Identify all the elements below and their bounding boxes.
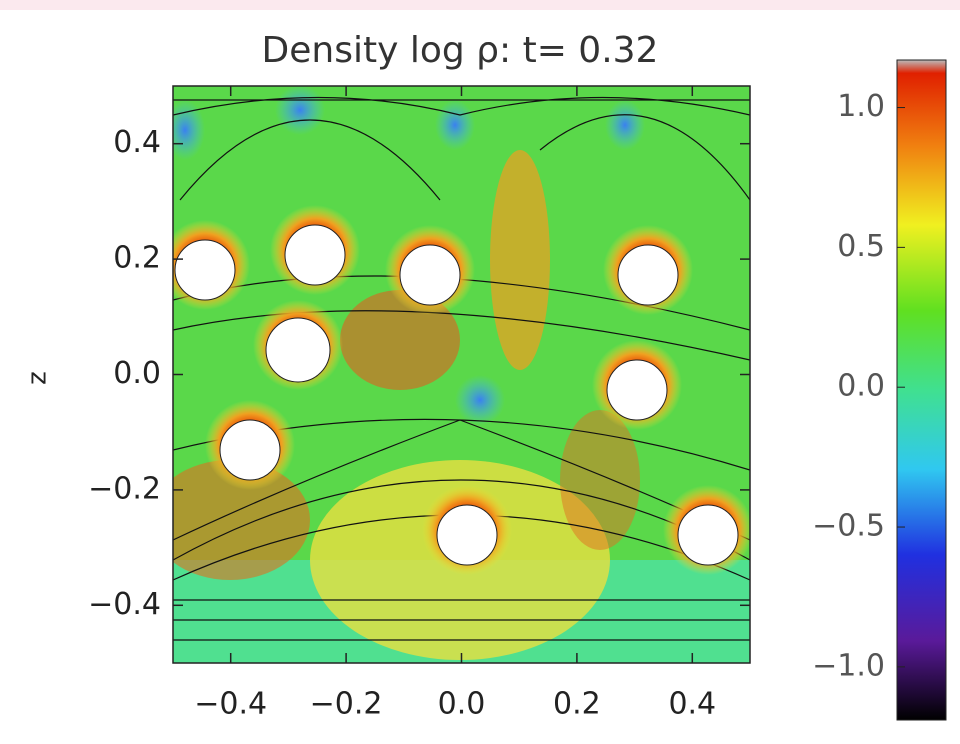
field-patch: [173, 100, 205, 160]
x-tick-label: −0.4: [194, 687, 267, 722]
x-tick-label: 0.4: [668, 687, 716, 722]
colorbar-tick-label: 0.0: [837, 369, 885, 404]
colorbar-tick-label: −0.5: [812, 509, 885, 544]
top-strip: [0, 0, 960, 10]
field-patch: [560, 410, 640, 550]
y-tick-label: −0.2: [88, 471, 161, 506]
field-patch: [275, 86, 325, 135]
y-tick-label: 0.2: [113, 241, 161, 276]
colorbar-tick-label: −1.0: [812, 648, 885, 683]
clump: [219, 419, 281, 481]
clump: [174, 239, 236, 301]
x-tick-label: −0.2: [310, 687, 383, 722]
colorbar-tick-label: 0.5: [837, 229, 885, 264]
y-axis-label: z: [23, 371, 53, 385]
field-patch: [173, 460, 310, 580]
clump: [284, 224, 346, 286]
clump: [677, 504, 739, 566]
field-patch: [490, 150, 550, 370]
y-tick-label: −0.4: [88, 587, 161, 622]
chart-title: Density log ρ: t= 0.32: [262, 30, 659, 71]
clump: [606, 359, 668, 421]
x-tick-label: 0.0: [438, 687, 486, 722]
field-patch: [605, 100, 645, 150]
clump: [399, 244, 461, 306]
colorbar-tick-label: 1.0: [837, 89, 885, 124]
colorbar: [896, 59, 947, 721]
field-patch: [455, 375, 505, 425]
x-tick-label: 0.2: [553, 687, 601, 722]
density-field: [173, 86, 750, 663]
field-patch: [435, 100, 475, 150]
clumps: [173, 205, 750, 575]
clump: [617, 244, 679, 306]
y-tick-label: 0.4: [113, 125, 161, 160]
y-tick-label: 0.0: [113, 356, 161, 391]
clump: [436, 504, 498, 566]
clump: [265, 317, 331, 383]
